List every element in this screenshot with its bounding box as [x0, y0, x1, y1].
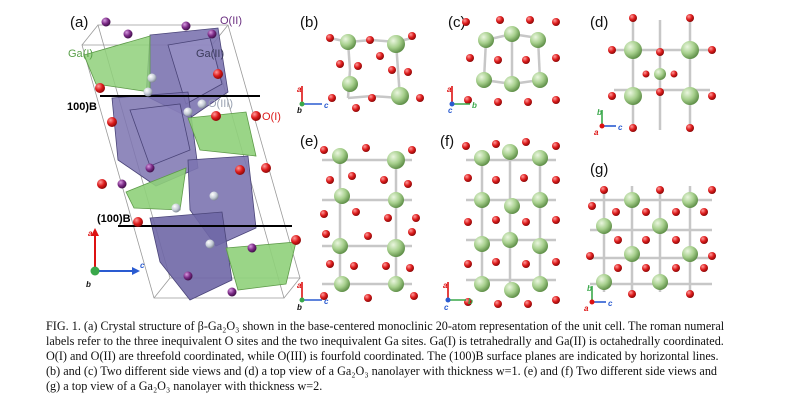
label-ga1: Ga(I) [68, 48, 93, 60]
panel-label-g: (g) [590, 161, 608, 178]
panel-d: (d) b a c [590, 14, 716, 137]
panel-label-a: (a) [70, 14, 88, 31]
panel-label-e: (e) [300, 133, 318, 150]
axis-b-c: c [324, 101, 329, 110]
axis-c-b: b [472, 101, 477, 110]
axis-triad-b: a b c [297, 85, 329, 115]
axis-e-c: c [324, 297, 329, 306]
axis-triad-c: a b c [447, 85, 477, 115]
panel-a: (a) 100)B (100)B [67, 14, 301, 301]
caption-line: FIG. 1. (a) Crystal structure of β-Ga₂O₃… [46, 319, 725, 333]
caption-line: O(I) and O(II) are threefold coordinated… [46, 349, 719, 363]
axis-a: a [88, 229, 93, 238]
axis-c: c [140, 261, 145, 270]
axis-f-b: b [468, 297, 473, 306]
figure-caption: FIG. 1. (a) Crystal structure of β-Ga₂O₃… [46, 319, 768, 394]
atoms-a [95, 17, 301, 297]
axis-c-c: c [448, 106, 453, 115]
tetrahedra [83, 35, 297, 291]
plane-label-lower: (100)B [97, 213, 131, 225]
axis-c-a: a [447, 85, 452, 94]
label-ga2: Ga(II) [196, 48, 224, 60]
plane-label-upper: 100)B [67, 101, 97, 113]
panel-g: (g) b a c [584, 161, 716, 313]
panel-f: (f) [440, 133, 560, 312]
panel-label-b: (b) [300, 14, 318, 31]
axis-d-b: b [597, 108, 602, 117]
axis-g-c: c [608, 299, 613, 308]
caption-line: labels refer to the three inequivalent O… [46, 334, 724, 348]
axis-triad-g: b a c [584, 284, 613, 313]
bonds-e [322, 155, 412, 290]
bonds-f [466, 150, 556, 290]
axis-triad-d: b a c [594, 108, 623, 137]
axis-b: b [86, 280, 91, 289]
atoms-c [462, 16, 560, 106]
panel-label-c: (c) [448, 14, 466, 31]
axis-e-b: b [297, 303, 302, 312]
plane-lines [100, 95, 292, 227]
caption-line: (b) and (c) Two different side views and… [46, 364, 718, 378]
axis-b-a: a [297, 85, 302, 94]
panel-e: (e) a b c [297, 133, 420, 312]
axis-b-b: b [297, 106, 302, 115]
axis-d-a: a [594, 128, 599, 137]
atoms-b [326, 32, 424, 112]
axis-g-a: a [584, 304, 589, 313]
panel-b: (b) a b c [297, 14, 424, 115]
label-o2: O(II) [220, 15, 242, 27]
atoms-d [608, 14, 716, 132]
figure-panels: (a) 100)B (100)B [67, 14, 716, 313]
axis-g-b: b [587, 284, 592, 293]
axis-f-a: a [443, 281, 448, 290]
axis-triad-a: a b c [86, 228, 145, 289]
axis-d-c: c [618, 123, 623, 132]
atoms-g [586, 186, 716, 298]
axis-e-a: a [297, 281, 302, 290]
panel-label-d: (d) [590, 14, 608, 31]
caption-line: (g) a top view of a Ga₂O₃ nanolayer with… [46, 379, 323, 393]
atoms-f [462, 138, 560, 308]
axis-triad-f: a b c [443, 281, 473, 312]
axis-f-c: c [444, 303, 449, 312]
octahedra [111, 27, 257, 301]
label-o3: O(III) [208, 98, 233, 110]
axis-triad-e: a b c [297, 281, 329, 312]
panel-label-f: (f) [440, 133, 454, 150]
label-o1: O(I) [262, 111, 281, 123]
atoms-e [320, 144, 420, 302]
panel-c: (c) a b c [447, 14, 560, 115]
